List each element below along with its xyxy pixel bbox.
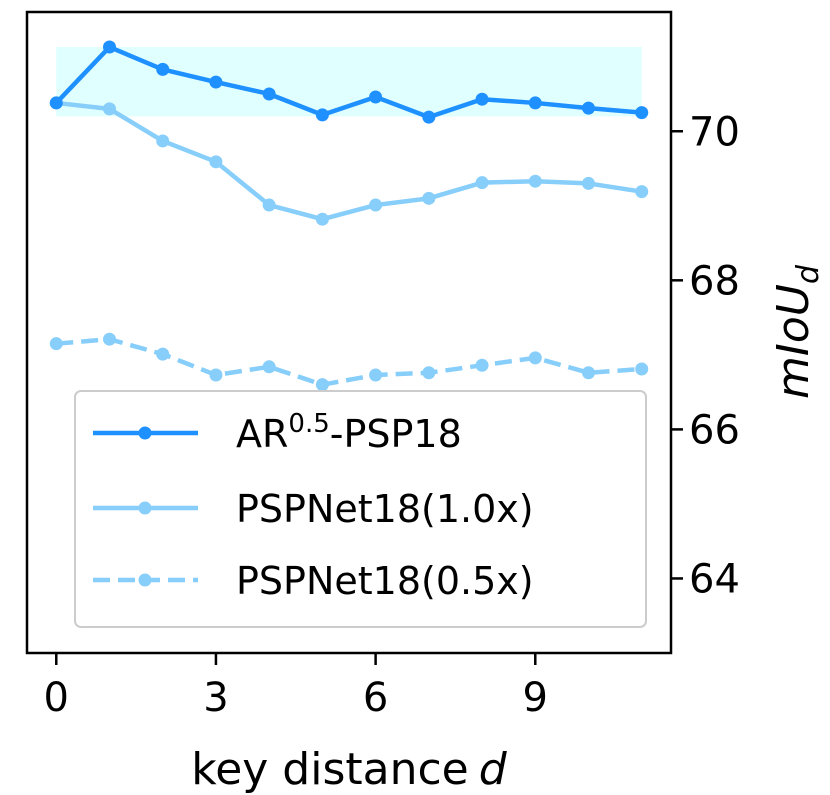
series-0-point xyxy=(315,108,329,122)
series-0-point xyxy=(102,40,116,54)
x-axis-title-text: key distance xyxy=(191,744,468,795)
series-0-point xyxy=(156,62,170,76)
series-2-point xyxy=(49,337,63,351)
y-tick-label: 64 xyxy=(689,556,740,602)
y-tick-label: 66 xyxy=(689,407,740,453)
y-axis-title-subscript: d xyxy=(791,264,826,284)
series-2-point xyxy=(156,347,170,361)
series-0-point xyxy=(528,96,542,110)
legend: AR0.5-PSP18 PSPNet18(1.0x) PSPNet18(0.5x… xyxy=(74,390,647,628)
legend-swatch-marker-2 xyxy=(138,573,152,587)
legend-label-series-0-base: AR xyxy=(236,412,288,456)
legend-box xyxy=(74,390,647,628)
series-2-point xyxy=(102,332,116,346)
legend-swatch-marker-0 xyxy=(138,426,152,440)
series-2-point xyxy=(422,366,436,380)
series-1-point xyxy=(528,174,542,188)
x-axis-title: key distance d xyxy=(191,744,507,795)
series-2-point xyxy=(262,360,276,374)
series-1-point xyxy=(582,176,596,190)
series-1-point xyxy=(635,185,649,199)
series-2-point xyxy=(475,358,489,372)
series-0 xyxy=(49,40,649,124)
x-tick-label: 9 xyxy=(523,675,548,721)
legend-label-series-2: PSPNet18(0.5x) xyxy=(236,559,534,603)
series-0-point xyxy=(475,92,489,106)
plot-frame xyxy=(25,10,673,655)
series-1-point xyxy=(475,176,489,190)
series-2-point xyxy=(582,366,596,380)
series-1-point xyxy=(102,102,116,116)
legend-label-series-0-suffix: -PSP18 xyxy=(330,412,462,456)
y-axis-title-text: mIoU xyxy=(768,284,819,399)
legend-label-series-0: AR0.5-PSP18 xyxy=(236,409,462,456)
series-2 xyxy=(49,332,649,392)
x-tick-label: 6 xyxy=(363,675,388,721)
series-2-point xyxy=(209,368,223,382)
x-tick-label: 3 xyxy=(203,675,228,721)
series-0-point xyxy=(209,75,223,89)
series-1-line xyxy=(56,100,643,222)
x-axis-ticks: 0 3 6 9 xyxy=(44,653,548,721)
y-axis-title: mIoUd xyxy=(768,264,826,399)
y-tick-label: 70 xyxy=(689,109,740,155)
legend-label-series-0-superscript: 0.5 xyxy=(288,409,329,439)
legend-swatch-marker-1 xyxy=(138,501,152,515)
x-axis-title-variable: d xyxy=(479,744,508,795)
y-tick-label: 68 xyxy=(689,258,740,304)
legend-label-series-1: PSPNet18(1.0x) xyxy=(236,487,534,531)
series-2-point xyxy=(528,351,542,365)
series-0-point xyxy=(635,106,649,120)
series-0-point xyxy=(369,90,383,104)
series-1-point xyxy=(209,155,223,169)
series-1-point xyxy=(262,198,276,212)
series-0-point xyxy=(49,96,63,110)
series-0-point xyxy=(582,101,596,115)
series-0-point xyxy=(422,110,436,124)
series-1-point xyxy=(315,212,329,226)
series-1-point xyxy=(156,134,170,148)
legend-items xyxy=(93,426,198,587)
y-axis-ticks: 64 66 68 70 xyxy=(671,109,740,602)
series-0-point xyxy=(262,87,276,101)
x-tick-label: 0 xyxy=(44,675,69,721)
series-2-line xyxy=(56,336,642,387)
series-2-point xyxy=(635,362,649,376)
series-layer xyxy=(49,40,649,392)
series-0-line xyxy=(54,44,642,120)
series-2-point xyxy=(369,368,383,382)
series-1-point xyxy=(422,191,436,205)
series-1-point xyxy=(369,198,383,212)
series-2-point xyxy=(315,378,329,392)
